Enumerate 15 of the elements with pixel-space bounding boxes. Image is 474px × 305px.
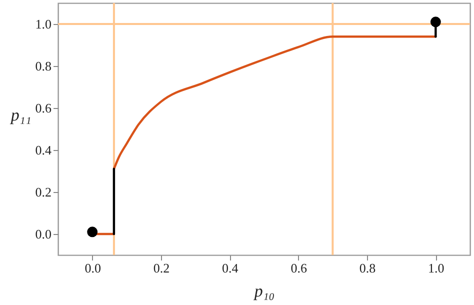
y-tick-label: 0.6	[35, 100, 52, 116]
y-axis-title: p₁₁	[10, 106, 32, 124]
x-axis-title: p₁₀	[253, 282, 275, 300]
x-tick-label: 0.4	[222, 260, 239, 276]
x-tick-label: 0.2	[153, 260, 170, 276]
x-tick-label: 0.0	[84, 260, 101, 276]
x-tick-label: 0.6	[290, 260, 308, 276]
x-tick-label: 0.8	[359, 260, 376, 276]
y-tick-label: 0.4	[35, 142, 52, 158]
y-tick-label: 0.2	[35, 184, 52, 200]
x-tick-label: 1.0	[428, 260, 444, 276]
line-series	[112, 36, 437, 170]
y-tick-label: 0.8	[35, 58, 52, 74]
y-tick-label: 0.0	[35, 226, 52, 242]
y-tick-label: 1.0	[35, 16, 52, 32]
